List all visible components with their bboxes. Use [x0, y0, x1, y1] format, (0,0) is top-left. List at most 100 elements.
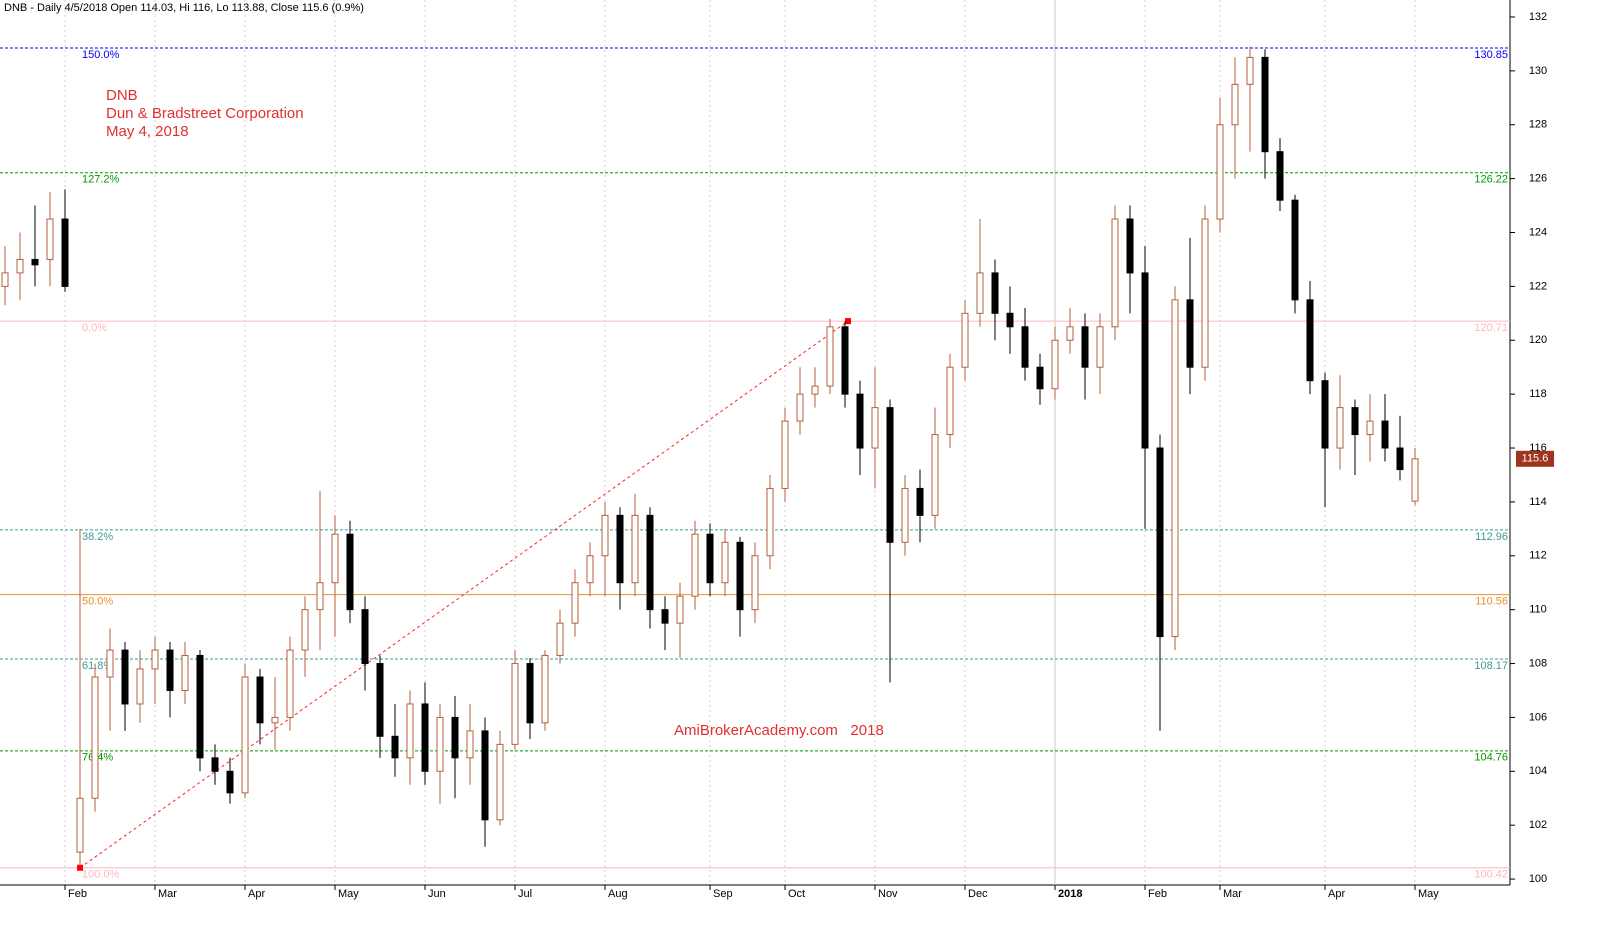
x-tick-label: Nov — [878, 888, 898, 900]
y-tick-label: 112 — [1529, 550, 1547, 562]
candle-body — [391, 735, 399, 759]
candle-body — [541, 654, 549, 724]
x-tick-label: Aug — [608, 888, 628, 900]
candle-body — [1156, 447, 1164, 638]
fib-label: 100.0% — [82, 869, 120, 881]
x-tick-label: Sep — [713, 888, 733, 900]
x-tick-label: Jun — [428, 888, 446, 900]
candle-body — [706, 533, 714, 584]
candle-body — [646, 514, 654, 611]
candle-body — [931, 434, 939, 516]
candle-body — [1276, 151, 1284, 201]
candle-body — [1246, 56, 1254, 85]
candle-body — [496, 743, 504, 821]
candle-body — [1081, 326, 1089, 368]
candle-body — [556, 622, 564, 656]
candle-body — [526, 663, 534, 724]
candle-body — [331, 533, 339, 584]
candle-body — [1141, 272, 1149, 449]
y-tick-label: 120 — [1529, 334, 1547, 346]
x-tick-label: Mar — [158, 888, 177, 900]
x-tick-label: Dec — [968, 888, 988, 900]
y-tick-label: 126 — [1529, 173, 1547, 185]
candle-body — [1381, 420, 1389, 449]
candle-body — [1111, 218, 1119, 328]
trend-point — [845, 318, 851, 325]
fib-label: 0.0% — [82, 322, 107, 334]
candle-body — [1231, 83, 1239, 126]
fib-label: 38.2% — [82, 531, 113, 543]
candle-body — [226, 770, 234, 794]
candle-body — [1171, 299, 1179, 638]
candle-body — [826, 326, 834, 387]
y-tick-label: 130 — [1529, 65, 1547, 77]
candle-body — [1051, 339, 1059, 390]
candle-body — [1366, 420, 1374, 436]
candle-body — [406, 703, 414, 759]
y-tick-label: 108 — [1529, 657, 1547, 669]
candle-body — [916, 487, 924, 516]
fib-value: 126.22 — [1474, 174, 1508, 186]
fib-label: 150.0% — [82, 49, 120, 61]
candle-body — [1186, 299, 1194, 368]
fib-value: 120.71 — [1474, 322, 1508, 334]
candle-body — [1096, 326, 1104, 368]
fib-label: 61.8% — [82, 660, 113, 672]
y-tick-label: 106 — [1529, 711, 1547, 723]
candle-body — [31, 258, 39, 266]
x-tick-label: Oct — [788, 888, 805, 900]
candle-body — [436, 716, 444, 772]
candle-body — [241, 676, 249, 794]
candle-body — [316, 582, 324, 611]
candle-body — [676, 595, 684, 624]
candle-body — [1066, 326, 1074, 341]
candle-body — [886, 407, 894, 543]
candle-body — [1216, 124, 1224, 220]
fib-value: 130.85 — [1474, 49, 1508, 61]
candle-body — [1126, 218, 1134, 274]
x-tick-label: Feb — [1148, 888, 1167, 900]
fib-value: 104.76 — [1474, 752, 1508, 764]
header: DNB - Daily 4/5/2018 Open 114.03, Hi 116… — [4, 2, 364, 14]
candle-body — [751, 555, 759, 611]
candle-body — [766, 487, 774, 557]
candle-body — [1321, 380, 1329, 449]
candle-body — [421, 703, 429, 772]
candle-body — [76, 797, 84, 853]
candle-body — [1, 272, 9, 287]
y-tick-label: 114 — [1529, 496, 1547, 508]
candle-body — [721, 541, 729, 584]
candle-body — [361, 609, 369, 665]
candle-body — [1411, 458, 1419, 502]
candle-body — [106, 649, 114, 678]
candle-body — [271, 716, 279, 724]
x-tick-label: Feb — [68, 888, 87, 900]
x-tick-label: Apr — [1328, 888, 1345, 900]
candle-body — [571, 582, 579, 624]
candle-body — [286, 649, 294, 718]
candle-body — [1351, 407, 1359, 436]
candle-body — [616, 514, 624, 584]
y-tick-label: 110 — [1529, 604, 1547, 616]
candle-body — [1201, 218, 1209, 368]
candle-body — [346, 533, 354, 611]
candle-body — [1006, 312, 1014, 328]
y-tick-label: 124 — [1529, 226, 1547, 238]
annotation: May 4, 2018 — [106, 123, 189, 140]
candle-body — [301, 609, 309, 651]
candle-body — [781, 420, 789, 489]
candle-body — [856, 393, 864, 449]
candle-body — [871, 407, 879, 449]
last-price-box — [1516, 450, 1554, 467]
candle-body — [841, 326, 849, 395]
candle-body — [901, 487, 909, 543]
candle-body — [511, 663, 519, 745]
x-tick-label: Jul — [518, 888, 532, 900]
watermark: AmiBrokerAcademy.com 2018 — [674, 722, 884, 739]
candle-body — [196, 654, 204, 759]
candle-body — [961, 312, 969, 368]
candle-body — [796, 393, 804, 422]
candle-body — [991, 272, 999, 314]
